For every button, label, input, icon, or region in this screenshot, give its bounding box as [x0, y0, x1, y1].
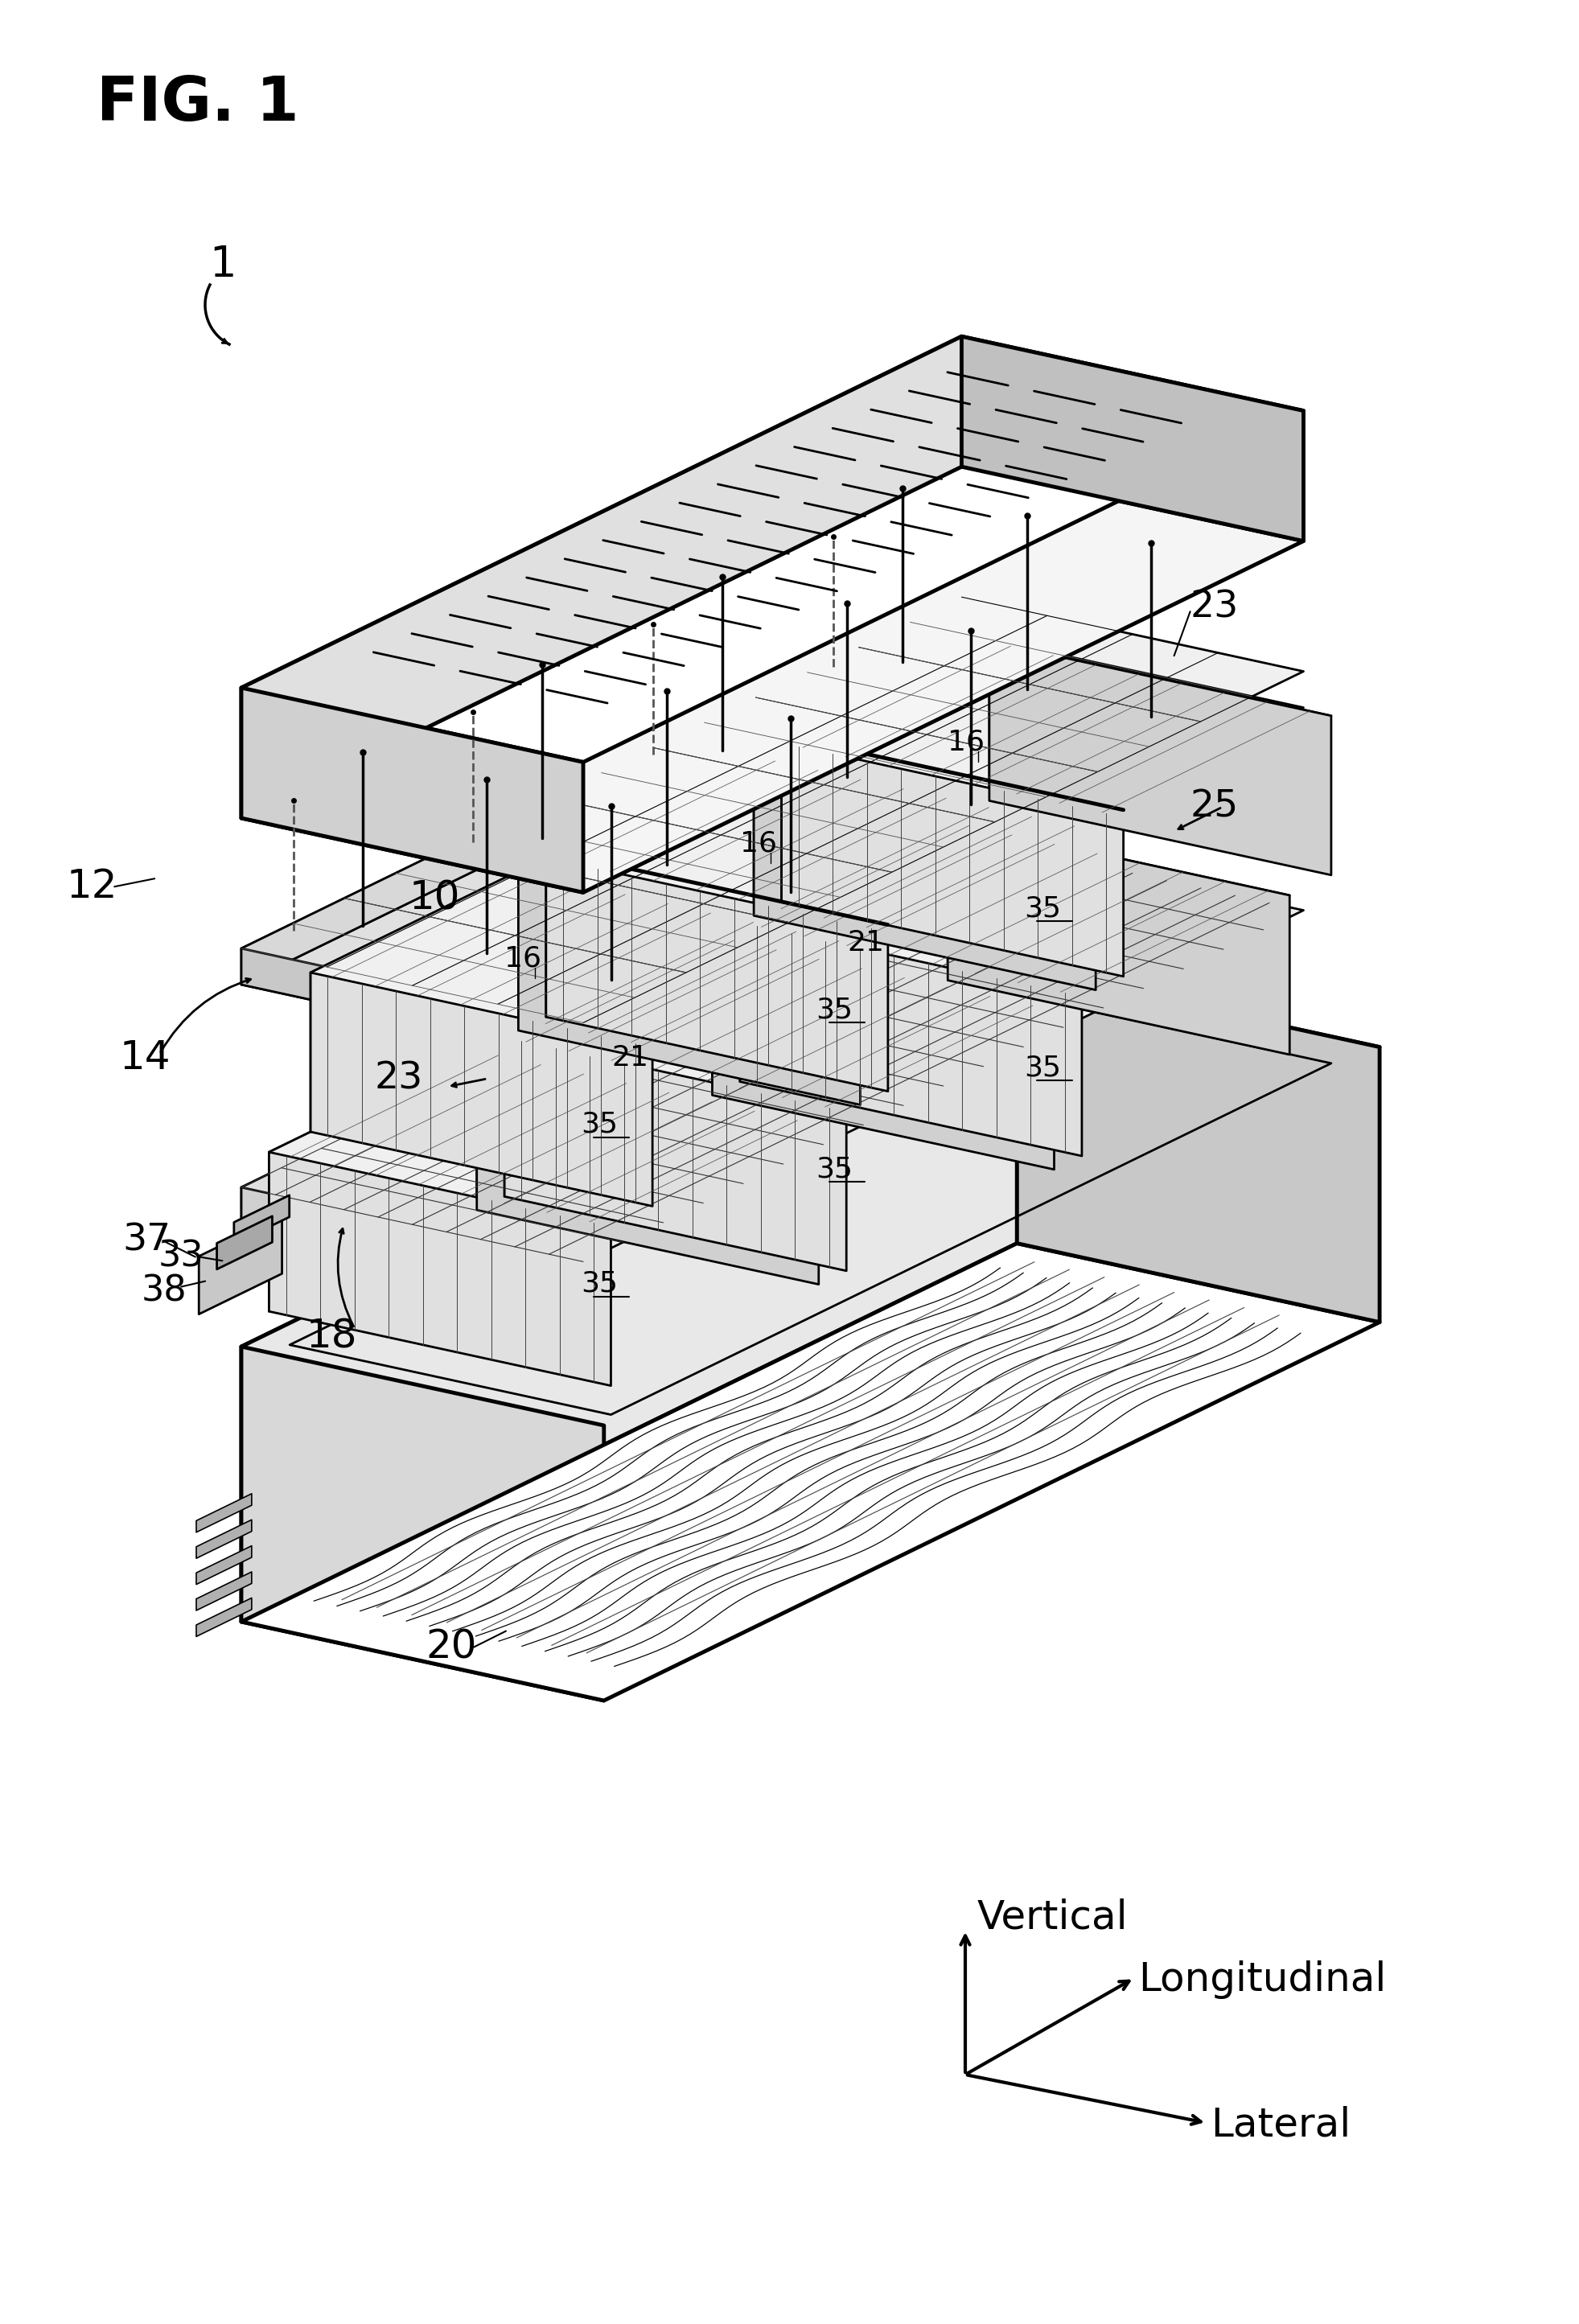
Polygon shape	[741, 820, 947, 1081]
Text: 37: 37	[123, 1222, 171, 1260]
Text: 21: 21	[848, 930, 884, 957]
Polygon shape	[753, 755, 1096, 990]
Text: 23: 23	[374, 1060, 423, 1097]
Polygon shape	[505, 937, 712, 1197]
Polygon shape	[242, 337, 1304, 762]
Text: Vertical: Vertical	[977, 1899, 1129, 1938]
Text: 35: 35	[581, 1111, 617, 1139]
Polygon shape	[741, 923, 1082, 1155]
Text: 35: 35	[816, 1155, 853, 1183]
Text: 16: 16	[947, 727, 985, 755]
Polygon shape	[242, 1346, 603, 1701]
Text: 16: 16	[741, 830, 777, 858]
Text: 21: 21	[613, 1043, 649, 1071]
Polygon shape	[242, 597, 1304, 1023]
Polygon shape	[242, 948, 583, 1060]
Text: 20: 20	[425, 1627, 477, 1666]
Polygon shape	[741, 820, 1290, 997]
Polygon shape	[242, 1243, 1380, 1701]
Polygon shape	[196, 1571, 251, 1611]
Polygon shape	[268, 1153, 611, 1385]
Text: Longitudinal: Longitudinal	[1138, 1961, 1386, 1999]
Polygon shape	[242, 597, 962, 985]
Polygon shape	[712, 937, 1055, 1169]
Polygon shape	[242, 969, 1017, 1622]
Polygon shape	[546, 858, 887, 1092]
Polygon shape	[242, 467, 1304, 892]
Text: 25: 25	[1191, 788, 1238, 825]
Polygon shape	[518, 872, 861, 1104]
Text: 35: 35	[581, 1269, 617, 1297]
Text: 38: 38	[141, 1274, 186, 1308]
Text: FIG. 1: FIG. 1	[96, 74, 298, 132]
Polygon shape	[196, 1520, 251, 1559]
Polygon shape	[199, 1215, 283, 1313]
Polygon shape	[990, 641, 1331, 876]
Polygon shape	[242, 1188, 583, 1306]
Polygon shape	[242, 837, 962, 1232]
Polygon shape	[505, 1037, 846, 1271]
Polygon shape	[268, 1050, 477, 1311]
Polygon shape	[234, 1195, 289, 1243]
Polygon shape	[477, 1050, 818, 1285]
Text: 33: 33	[158, 1239, 204, 1274]
Polygon shape	[311, 872, 861, 1046]
Polygon shape	[311, 971, 652, 1206]
Polygon shape	[268, 1050, 818, 1227]
Text: 16: 16	[505, 944, 542, 971]
Polygon shape	[782, 641, 990, 902]
Polygon shape	[242, 837, 1304, 1262]
Polygon shape	[505, 937, 1055, 1111]
Polygon shape	[782, 641, 1331, 818]
Text: 14: 14	[120, 1039, 171, 1078]
Text: 23: 23	[1191, 590, 1238, 625]
Text: 10: 10	[409, 878, 459, 918]
Text: 12: 12	[66, 867, 117, 906]
Text: 35: 35	[1023, 895, 1061, 923]
Polygon shape	[216, 1215, 272, 1269]
Polygon shape	[962, 337, 1304, 541]
Polygon shape	[196, 1599, 251, 1636]
Polygon shape	[782, 744, 1123, 976]
Polygon shape	[546, 755, 1096, 932]
Polygon shape	[546, 755, 753, 1018]
Polygon shape	[242, 632, 1304, 1060]
Polygon shape	[947, 820, 1290, 1055]
Text: 1: 1	[208, 244, 237, 286]
Text: Lateral: Lateral	[1211, 2106, 1350, 2143]
Polygon shape	[242, 337, 962, 818]
Polygon shape	[242, 688, 583, 892]
Text: 18: 18	[306, 1318, 357, 1355]
Text: 35: 35	[816, 997, 853, 1023]
Polygon shape	[242, 969, 1380, 1425]
Polygon shape	[1017, 969, 1380, 1322]
Text: 35: 35	[1023, 1053, 1061, 1081]
Polygon shape	[196, 1545, 251, 1585]
Polygon shape	[196, 1494, 251, 1532]
Polygon shape	[311, 872, 518, 1132]
